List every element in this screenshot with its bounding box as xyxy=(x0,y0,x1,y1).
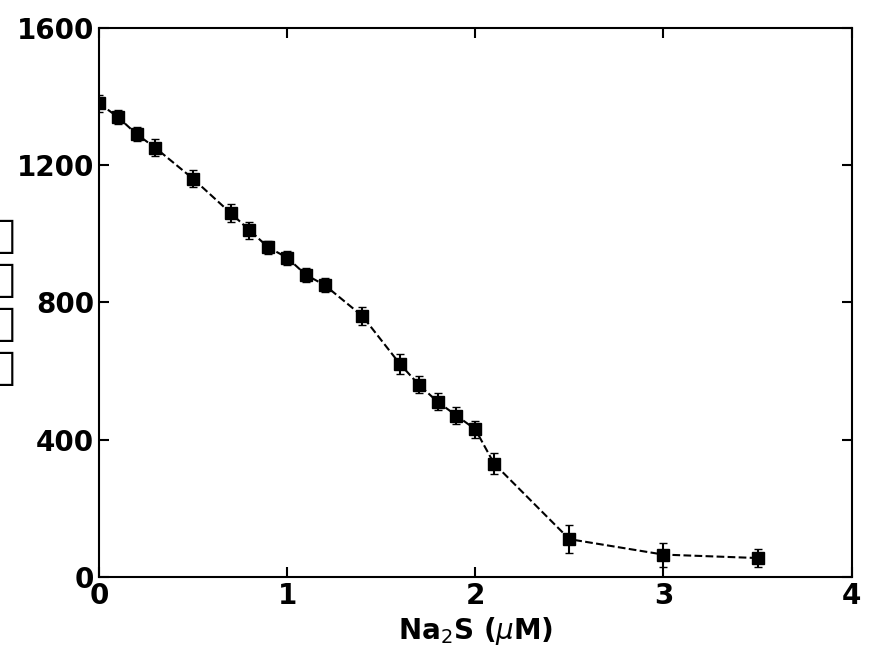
X-axis label: Na$_2$S ($\mu$M): Na$_2$S ($\mu$M) xyxy=(397,616,553,647)
Text: 莢
光
强
度: 莢 光 强 度 xyxy=(0,217,14,387)
